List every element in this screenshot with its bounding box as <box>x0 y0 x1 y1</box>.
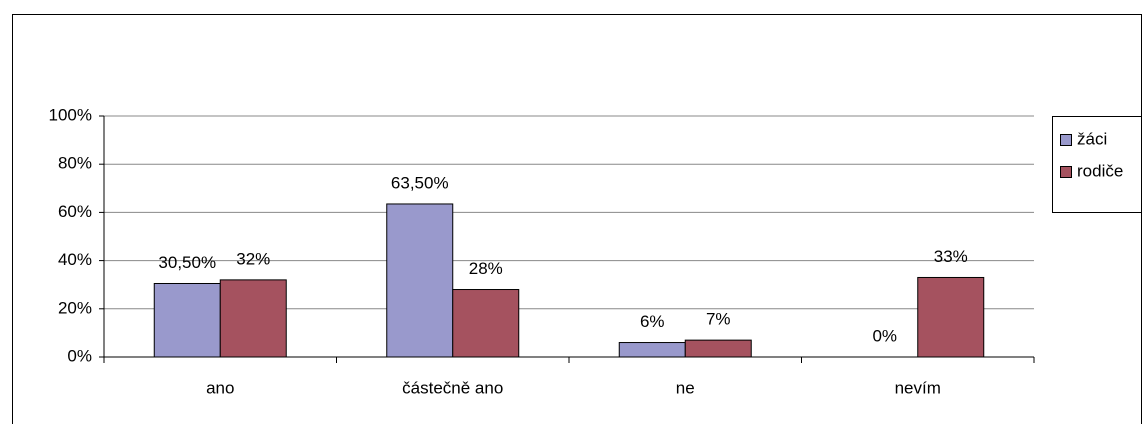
bar <box>219 279 287 358</box>
bar <box>386 203 454 358</box>
data-label: 30,50% <box>158 253 216 272</box>
y-tick-label: 100% <box>49 105 92 124</box>
bar <box>917 276 985 358</box>
bar <box>684 339 752 358</box>
y-tick-label: 80% <box>58 154 92 173</box>
x-tick-label: nevím <box>895 378 941 397</box>
data-label: 7% <box>706 310 731 329</box>
bar <box>452 289 520 358</box>
y-tick-label: 0% <box>67 346 92 365</box>
bar <box>153 282 221 358</box>
legend-label: žáci <box>1077 129 1107 148</box>
data-label: 63,50% <box>391 173 449 192</box>
x-tick-label: částečně ano <box>402 378 503 397</box>
chart-frame <box>12 14 1142 424</box>
y-tick-label: 20% <box>58 298 92 317</box>
legend-label: rodiče <box>1077 161 1123 180</box>
y-tick-label: 60% <box>58 202 92 221</box>
legend-swatch <box>1060 134 1072 146</box>
data-label: 0% <box>872 326 897 345</box>
data-label: 33% <box>934 247 968 266</box>
y-tick-label: 40% <box>58 250 92 269</box>
legend-swatch <box>1060 166 1072 178</box>
data-label: 32% <box>236 249 270 268</box>
x-tick-label: ano <box>206 378 234 397</box>
x-tick-label: ne <box>676 378 695 397</box>
bar <box>618 342 686 358</box>
data-label: 6% <box>640 312 665 331</box>
data-label: 28% <box>469 259 503 278</box>
legend-box <box>1052 116 1142 213</box>
